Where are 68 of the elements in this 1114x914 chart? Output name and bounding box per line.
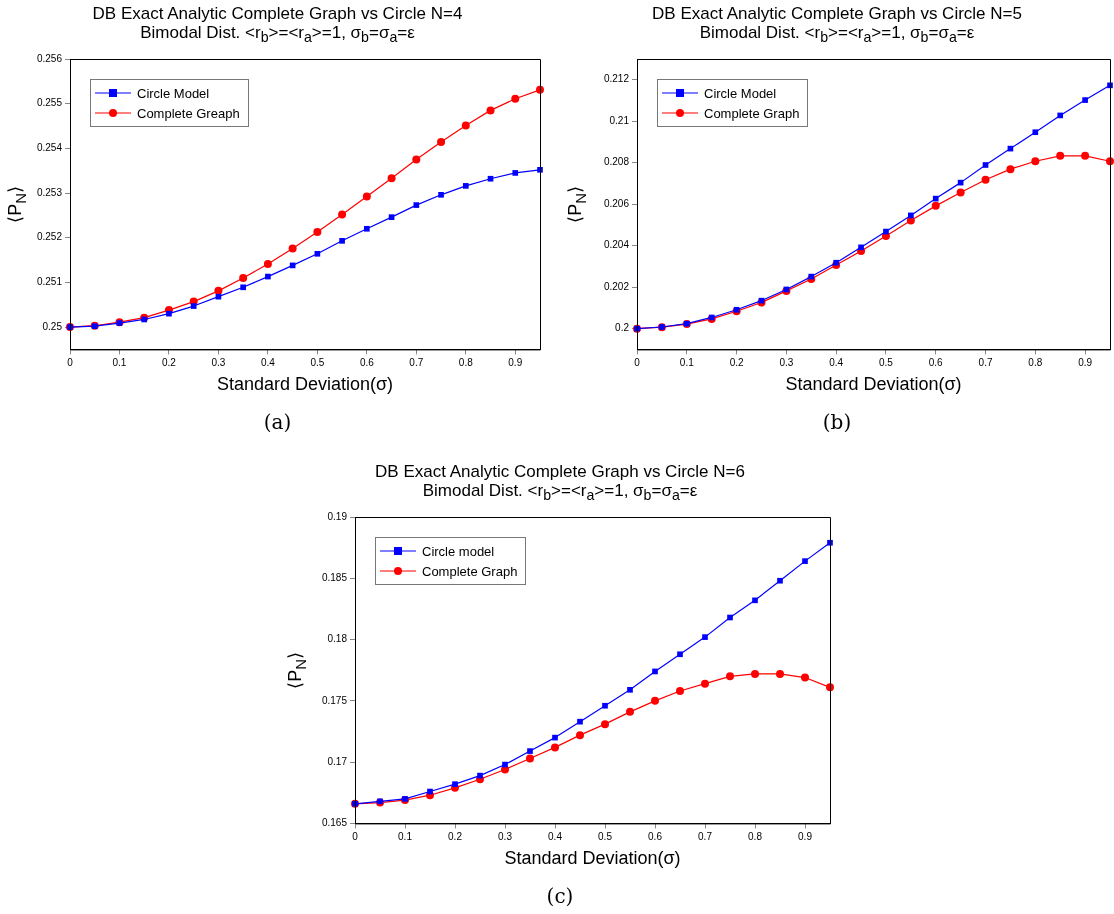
text: (c) [545, 884, 575, 908]
y-tick-label: 0.206 [603, 197, 630, 209]
text: Bimodal Dist. <r$_{b}$>=<r$_{a}$>=1, σ$_{b}$=σ$_{a}$=ε [140, 23, 415, 46]
x-axis-title: Standard Deviation(σ) [216, 374, 394, 395]
x-tick-label: 0.6 [928, 357, 944, 369]
x-tick-label: 0.5 [878, 357, 894, 369]
x-tick-label: 0.4 [548, 831, 563, 843]
x-tick-label: 0 [67, 357, 74, 369]
y-tick-label: 0.253 [36, 186, 63, 198]
x-tick-label: 0.7 [978, 357, 993, 369]
x-tick-label: 0.8 [748, 831, 763, 843]
chart-title: DB Exact Analytic Complete Graph vs Circle N=6 [374, 462, 746, 481]
legend-label: Complete Graph [422, 563, 518, 579]
y-tick-label: 0.165 [321, 817, 348, 829]
legend-label: Circle Model [137, 85, 210, 101]
legend-label: Circle model [422, 543, 495, 559]
x-tick-label: 0.2 [448, 831, 463, 843]
y-tick-label: 0.252 [36, 231, 63, 243]
legend-label: Circle Model [704, 85, 777, 101]
x-tick-label: 0.5 [598, 831, 613, 843]
text: Bimodal Dist. <r$_{b}$>=<r$_{a}$>=1, σ$_{b}$=σ$_{a}$=ε [699, 23, 975, 46]
y-tick-label: 0.25 [42, 320, 63, 332]
y-tick-label: 0.208 [603, 156, 630, 168]
x-tick-label: 0.9 [1078, 357, 1093, 369]
x-tick-label: 0 [352, 831, 359, 843]
x-tick-label: 0 [634, 357, 641, 369]
x-tick-label: 0.7 [698, 831, 713, 843]
x-tick-label: 0.4 [829, 357, 844, 369]
y-tick-label: 0.185 [321, 572, 348, 584]
x-tick-label: 0.4 [260, 357, 276, 369]
x-tick-label: 0.5 [310, 357, 325, 369]
chart-title: DB Exact Analytic Complete Graph vs Circle N=5 [651, 4, 1023, 23]
y-tick-label: 0.202 [603, 280, 630, 292]
text: Bimodal Dist. <r$_{b}$>=<r$_{a}$>=1, σ$_{b}$=σ$_{a}$=ε [422, 481, 698, 504]
x-tick-label: 0.6 [648, 831, 663, 843]
y-tick-label: 0.17 [327, 755, 348, 767]
text: (b) [821, 410, 853, 434]
x-tick-label: 0.9 [798, 831, 813, 843]
x-axis-title: Standard Deviation(σ) [504, 848, 681, 869]
y-tick-label: 0.212 [603, 73, 630, 85]
y-tick-label: 0.175 [321, 694, 348, 706]
y-tick-label: 0.2 [615, 322, 630, 334]
y-tick-label: 0.251 [36, 276, 63, 288]
x-tick-label: 0.8 [1028, 357, 1043, 369]
x-tick-label: 0.3 [779, 357, 794, 369]
y-tick-label: 0.255 [36, 97, 63, 109]
y-tick-label: 0.254 [36, 142, 63, 154]
y-tick-label: 0.19 [327, 510, 348, 522]
legend-label: Complete Graph [704, 105, 800, 121]
y-tick-label: 0.256 [36, 52, 63, 64]
x-tick-label: 0.8 [458, 357, 474, 369]
x-tick-label: 0.1 [398, 831, 413, 843]
x-tick-label: 0.1 [679, 357, 695, 369]
x-tick-label: 0.3 [211, 357, 226, 369]
text: (a) [262, 410, 293, 434]
x-tick-label: 0.3 [498, 831, 513, 843]
y-tick-label: 0.204 [603, 239, 630, 251]
x-tick-label: 0.7 [409, 357, 424, 369]
x-axis-title: Standard Deviation(σ) [785, 374, 962, 395]
x-tick-label: 0.6 [359, 357, 375, 369]
legend-label: Complete Greaph [137, 105, 240, 121]
x-tick-label: 0.1 [112, 357, 127, 369]
x-tick-label: 0.2 [161, 357, 177, 369]
x-tick-label: 0.9 [508, 357, 523, 369]
chart-title: DB Exact Analytic Complete Graph vs Circle N=4 [91, 4, 464, 23]
x-tick-label: 0.2 [729, 357, 744, 369]
y-tick-label: 0.21 [609, 114, 630, 126]
y-tick-label: 0.18 [327, 633, 348, 645]
